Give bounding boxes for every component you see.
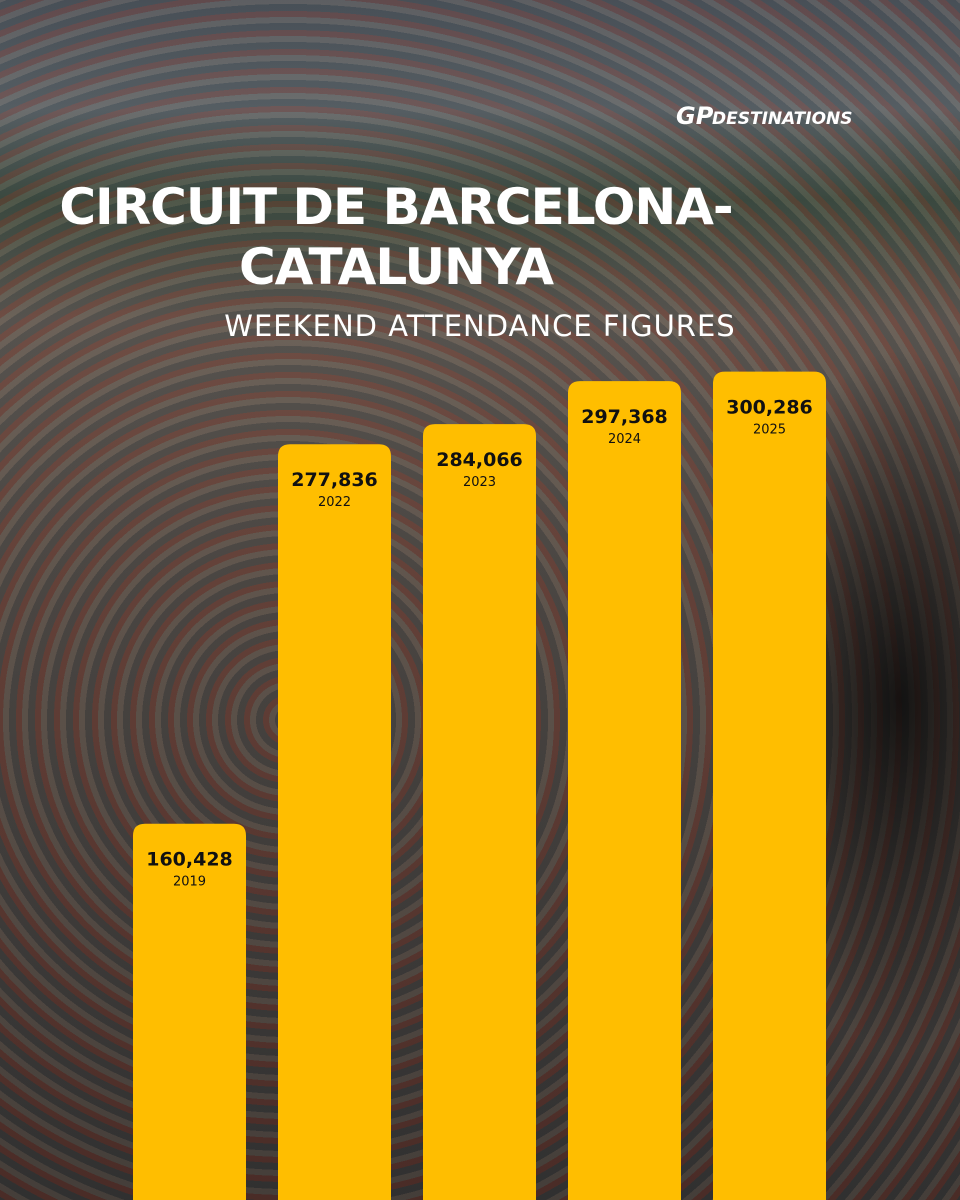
chart-title: CIRCUIT DE BARCELONA-CATALUNYA bbox=[59, 178, 732, 296]
category-label: 2023 bbox=[463, 475, 496, 490]
logo: GP DESTINATIONS bbox=[676, 102, 853, 130]
logo-mark: GP bbox=[676, 102, 714, 130]
bar bbox=[713, 371, 826, 1200]
chart-subtitle: WEEKEND ATTENDANCE FIGURES bbox=[224, 309, 735, 343]
brand: DESTINATIONS bbox=[712, 109, 853, 129]
value-label: 277,836 bbox=[291, 469, 378, 491]
category-label: 2024 bbox=[608, 432, 641, 447]
bar bbox=[278, 444, 391, 1200]
category-label: 2025 bbox=[753, 423, 786, 438]
value-label: 284,066 bbox=[436, 449, 523, 471]
category-label: 2022 bbox=[318, 495, 351, 510]
value-label: 297,368 bbox=[581, 406, 668, 428]
bar bbox=[133, 823, 246, 1200]
value-label: 300,286 bbox=[726, 397, 813, 419]
bar bbox=[423, 424, 536, 1200]
value-label: 160,428 bbox=[146, 849, 233, 871]
bar bbox=[568, 381, 681, 1200]
category-label: 2019 bbox=[173, 875, 206, 890]
